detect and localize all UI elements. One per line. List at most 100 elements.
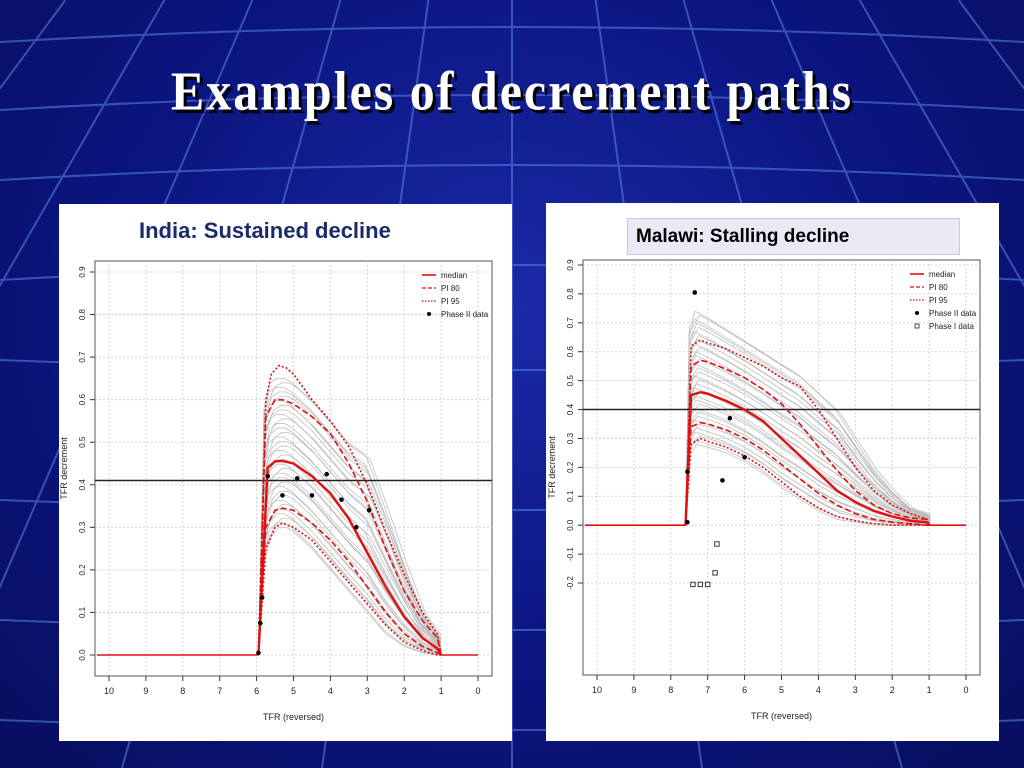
trajectory-line [258, 513, 442, 656]
legend-phase-ii-swatch [427, 312, 431, 316]
x-tick-label: 3 [853, 685, 858, 695]
trajectory-line [685, 367, 930, 526]
trajectory-line [258, 522, 442, 656]
x-tick-label: 7 [217, 686, 222, 696]
trajectory-line [685, 334, 930, 526]
phase-ii-point [339, 497, 344, 502]
y-tick-label: 0.8 [566, 288, 575, 300]
y-tick-label: 0.2 [78, 564, 87, 576]
phase-ii-point [685, 519, 690, 525]
x-tick-label: 9 [143, 686, 148, 696]
legend-label: median [441, 271, 467, 280]
trajectory-line [258, 499, 442, 656]
x-axis-label: TFR (reversed) [263, 712, 324, 722]
trajectory-line [258, 450, 442, 656]
trajectory-line [685, 310, 930, 526]
legend-label: PI 80 [929, 283, 948, 292]
phase-ii-point [742, 454, 747, 460]
malawi-chart-title: Malawi: Stalling decline [636, 226, 850, 247]
trajectory-line [258, 490, 442, 656]
trajectory-line [258, 517, 442, 656]
y-tick-label: 0.4 [78, 479, 87, 491]
x-tick-label: 0 [475, 686, 480, 696]
phase-ii-point [259, 595, 265, 600]
trajectory-line [685, 351, 930, 526]
series-median [257, 459, 443, 656]
india-chart-panel: India: Sustained decline 10 9 8 7 6 5 4 3 2 1 0 0.0… [59, 204, 512, 741]
series-pi-80 [684, 421, 930, 526]
y-tick-label: 0.3 [78, 521, 87, 533]
series-median [684, 390, 931, 526]
trajectory-lines [685, 310, 932, 526]
x-axis-label: TFR (reversed) [751, 711, 812, 721]
trajectory-line [685, 363, 930, 526]
x-tick-label: 1 [927, 685, 932, 695]
legend-label: Phase I data [929, 322, 974, 331]
trajectory-line [685, 383, 930, 526]
trajectory-line [685, 330, 930, 526]
phase-ii-point [256, 650, 261, 656]
trajectory-line [258, 495, 442, 656]
plot-grid [95, 261, 492, 676]
phase-i-point [714, 541, 720, 547]
trajectory-line [258, 486, 442, 656]
x-tick-label: 2 [402, 686, 407, 696]
series-pi-95 [257, 364, 442, 656]
y-tick-label: 0.4 [566, 403, 575, 415]
phase-i-point [690, 581, 696, 588]
phase-ii-point [685, 469, 690, 475]
trajectory-lines [258, 378, 442, 656]
legend-label: Phase II data [441, 310, 489, 319]
phase-i-point [705, 581, 711, 588]
malawi-chart-panel: Malawi: Stalling decline 10 9 8 7 6 5 4 3 2 1 0 -0.… [546, 203, 999, 741]
x-tick-label: 8 [180, 686, 185, 696]
grid-line [858, 0, 1024, 288]
y-tick-label: 0.9 [566, 259, 575, 271]
trajectory-line [258, 423, 442, 656]
legend-label: PI 95 [441, 297, 460, 306]
phase-ii-point [692, 290, 698, 295]
y-tick-label: 0.6 [78, 394, 87, 406]
series-pi-80 [684, 359, 930, 526]
plot-grid [583, 260, 980, 675]
legend-phase-i-swatch [914, 323, 920, 329]
slide-title: Examples of decrement paths [170, 60, 854, 122]
x-tick-label: 5 [779, 685, 784, 695]
trajectory-line [685, 431, 930, 526]
trajectory-line [258, 387, 442, 656]
phase-ii-point [324, 471, 330, 477]
phase-ii-point [265, 473, 270, 479]
trajectory-line [685, 439, 930, 526]
trajectory-line [685, 387, 930, 526]
phase-ii-point [720, 478, 725, 483]
y-tick-label: 0.9 [78, 266, 87, 278]
phase-ii-point [366, 508, 372, 513]
phase-ii-point [727, 415, 733, 421]
y-tick-label: 0.0 [566, 519, 575, 531]
phase-i-point [697, 581, 703, 588]
y-tick-label: -0.1 [566, 547, 575, 561]
x-tick-label: 7 [705, 685, 710, 695]
y-tick-label: 0.3 [566, 432, 575, 444]
legend-label: Phase II data [929, 309, 977, 318]
x-tick-label: 10 [104, 686, 114, 696]
trajectory-line [685, 338, 930, 526]
phase-ii-point [353, 525, 359, 530]
trajectory-line [258, 409, 442, 656]
series-pi-95 [684, 339, 930, 526]
y-tick-label: 0.0 [78, 649, 87, 661]
y-axis-label: TFR decrement [59, 437, 69, 500]
y-tick-label: 0.5 [566, 375, 575, 387]
india-chart-title: India: Sustained decline [139, 218, 391, 243]
phase-ii-point [280, 493, 285, 498]
x-tick-label: 5 [291, 686, 296, 696]
trajectory-line [685, 375, 930, 526]
legend-label: median [929, 270, 955, 279]
trajectory-line [258, 472, 442, 656]
series-pi-80 [257, 507, 442, 656]
y-axis-label: TFR decrement [547, 436, 557, 499]
legend-phase-ii-swatch [915, 311, 919, 315]
malawi-title-box: Malawi: Stalling decline [627, 218, 960, 255]
y-tick-label: 0.6 [566, 346, 575, 358]
x-tick-label: 9 [631, 685, 636, 695]
